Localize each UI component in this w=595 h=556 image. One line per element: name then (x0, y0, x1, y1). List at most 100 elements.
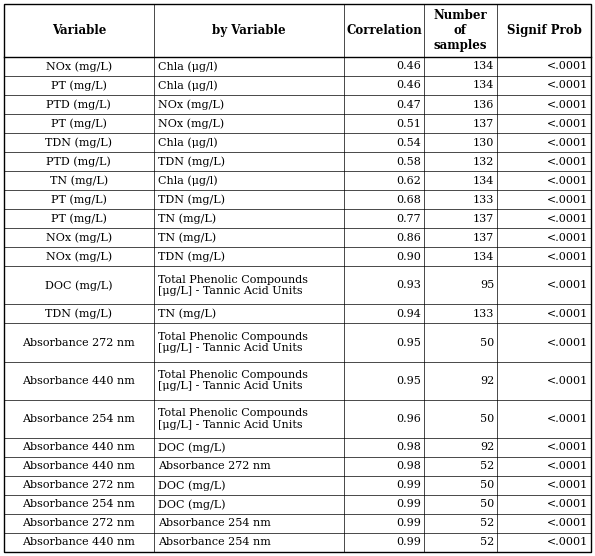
Text: NOx (mg/L): NOx (mg/L) (46, 251, 112, 262)
Text: <.0001: <.0001 (547, 480, 588, 490)
Text: PT (mg/L): PT (mg/L) (51, 195, 107, 205)
Text: 52: 52 (480, 538, 494, 548)
Text: 134: 134 (472, 252, 494, 262)
Text: TDN (mg/L): TDN (mg/L) (45, 137, 112, 148)
Text: 133: 133 (472, 309, 494, 319)
Text: 50: 50 (480, 414, 494, 424)
Text: Absorbance 254 nm: Absorbance 254 nm (158, 538, 271, 548)
Text: Total Phenolic Compounds
[μg/L] - Tannic Acid Units: Total Phenolic Compounds [μg/L] - Tannic… (158, 370, 308, 391)
Text: 50: 50 (480, 499, 494, 509)
Text: <.0001: <.0001 (547, 176, 588, 186)
Text: Signif Prob: Signif Prob (506, 24, 581, 37)
Text: NOx (mg/L): NOx (mg/L) (158, 118, 224, 129)
Text: 50: 50 (480, 480, 494, 490)
Text: 0.98: 0.98 (396, 461, 421, 471)
Text: TDN (mg/L): TDN (mg/L) (158, 195, 225, 205)
Text: NOx (mg/L): NOx (mg/L) (158, 99, 224, 110)
Text: 92: 92 (480, 442, 494, 452)
Text: <.0001: <.0001 (547, 309, 588, 319)
Text: <.0001: <.0001 (547, 337, 588, 348)
Text: TDN (mg/L): TDN (mg/L) (158, 251, 225, 262)
Text: DOC (mg/L): DOC (mg/L) (158, 480, 225, 490)
Text: 0.99: 0.99 (396, 518, 421, 528)
Text: 137: 137 (473, 214, 494, 224)
Text: 95: 95 (480, 280, 494, 290)
Text: 0.95: 0.95 (396, 337, 421, 348)
Text: PTD (mg/L): PTD (mg/L) (46, 156, 111, 167)
Text: 0.98: 0.98 (396, 442, 421, 452)
Text: Chla (μg/l): Chla (μg/l) (158, 137, 217, 148)
Text: DOC (mg/L): DOC (mg/L) (158, 499, 225, 510)
Text: NOx (mg/L): NOx (mg/L) (46, 232, 112, 243)
Text: 137: 137 (473, 233, 494, 243)
Text: Correlation: Correlation (346, 24, 422, 37)
Text: <.0001: <.0001 (547, 414, 588, 424)
Text: <.0001: <.0001 (547, 118, 588, 128)
Text: DOC (mg/L): DOC (mg/L) (158, 442, 225, 453)
Text: <.0001: <.0001 (547, 81, 588, 91)
Text: PT (mg/L): PT (mg/L) (51, 214, 107, 224)
Text: Absorbance 254 nm: Absorbance 254 nm (23, 414, 135, 424)
Text: Chla (μg/l): Chla (μg/l) (158, 80, 217, 91)
Text: Chla (μg/l): Chla (μg/l) (158, 175, 217, 186)
Text: <.0001: <.0001 (547, 195, 588, 205)
Text: 0.93: 0.93 (396, 280, 421, 290)
Text: <.0001: <.0001 (547, 280, 588, 290)
Text: TN (mg/L): TN (mg/L) (50, 175, 108, 186)
Text: 52: 52 (480, 461, 494, 471)
Text: 134: 134 (472, 61, 494, 71)
Text: 136: 136 (472, 100, 494, 110)
Text: 52: 52 (480, 518, 494, 528)
Text: Absorbance 272 nm: Absorbance 272 nm (23, 480, 135, 490)
Text: PTD (mg/L): PTD (mg/L) (46, 99, 111, 110)
Text: Absorbance 440 nm: Absorbance 440 nm (23, 461, 135, 471)
Text: Number
of
samples: Number of samples (434, 9, 487, 52)
Text: Absorbance 272 nm: Absorbance 272 nm (158, 461, 271, 471)
Text: NOx (mg/L): NOx (mg/L) (46, 61, 112, 72)
Text: 0.94: 0.94 (396, 309, 421, 319)
Text: Absorbance 440 nm: Absorbance 440 nm (23, 538, 135, 548)
Text: TDN (mg/L): TDN (mg/L) (45, 309, 112, 319)
Text: 130: 130 (472, 137, 494, 147)
Text: 0.86: 0.86 (396, 233, 421, 243)
Text: Chla (μg/l): Chla (μg/l) (158, 61, 217, 72)
Text: 92: 92 (480, 376, 494, 386)
Text: 0.96: 0.96 (396, 414, 421, 424)
Text: <.0001: <.0001 (547, 538, 588, 548)
Text: by Variable: by Variable (212, 24, 286, 37)
Text: 0.62: 0.62 (396, 176, 421, 186)
Text: TN (mg/L): TN (mg/L) (158, 214, 216, 224)
Text: <.0001: <.0001 (547, 518, 588, 528)
Text: 0.90: 0.90 (396, 252, 421, 262)
Text: TN (mg/L): TN (mg/L) (158, 309, 216, 319)
Text: Total Phenolic Compounds
[μg/L] - Tannic Acid Units: Total Phenolic Compounds [μg/L] - Tannic… (158, 275, 308, 296)
Text: 137: 137 (473, 118, 494, 128)
Text: 0.47: 0.47 (396, 100, 421, 110)
Text: 133: 133 (472, 195, 494, 205)
Text: <.0001: <.0001 (547, 442, 588, 452)
Text: 0.99: 0.99 (396, 499, 421, 509)
Text: Absorbance 272 nm: Absorbance 272 nm (23, 518, 135, 528)
Text: 0.51: 0.51 (396, 118, 421, 128)
Text: Absorbance 254 nm: Absorbance 254 nm (23, 499, 135, 509)
Text: 132: 132 (472, 157, 494, 167)
Text: Absorbance 272 nm: Absorbance 272 nm (23, 337, 135, 348)
Text: 0.46: 0.46 (396, 81, 421, 91)
Text: TN (mg/L): TN (mg/L) (158, 232, 216, 243)
Text: 0.54: 0.54 (396, 137, 421, 147)
Text: <.0001: <.0001 (547, 233, 588, 243)
Text: PT (mg/L): PT (mg/L) (51, 118, 107, 129)
Text: Variable: Variable (52, 24, 106, 37)
Text: 0.68: 0.68 (396, 195, 421, 205)
Text: 0.58: 0.58 (396, 157, 421, 167)
Text: 0.46: 0.46 (396, 61, 421, 71)
Text: DOC (mg/L): DOC (mg/L) (45, 280, 112, 291)
Text: <.0001: <.0001 (547, 157, 588, 167)
Text: 134: 134 (472, 81, 494, 91)
Text: 50: 50 (480, 337, 494, 348)
Text: 0.99: 0.99 (396, 480, 421, 490)
Text: 0.95: 0.95 (396, 376, 421, 386)
Text: <.0001: <.0001 (547, 376, 588, 386)
Text: Absorbance 440 nm: Absorbance 440 nm (23, 376, 135, 386)
Text: Total Phenolic Compounds
[μg/L] - Tannic Acid Units: Total Phenolic Compounds [μg/L] - Tannic… (158, 332, 308, 353)
